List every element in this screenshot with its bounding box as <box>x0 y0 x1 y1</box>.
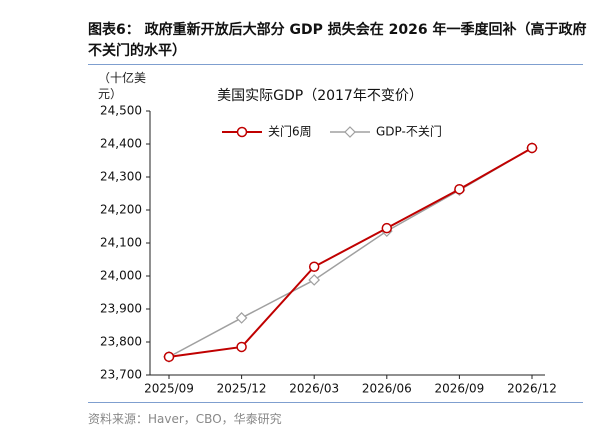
point <box>236 341 247 353</box>
y-tick-label: 24,300 <box>100 170 142 184</box>
x-tick-label: 2026/12 <box>507 382 557 396</box>
y-tick-label: 24,000 <box>100 269 142 283</box>
y-tick-label: 24,400 <box>100 137 142 151</box>
legend-label: 关门6周 <box>268 124 312 139</box>
legend-marker <box>236 126 248 138</box>
series-line <box>168 147 533 358</box>
point <box>235 312 248 324</box>
point <box>381 222 393 234</box>
divider <box>88 64 583 65</box>
chart-title: 美国实际GDP（2017年不变价） <box>217 88 423 104</box>
point <box>526 142 538 154</box>
y-tick-label: 24,200 <box>100 203 142 217</box>
x-tick-label: 2025/09 <box>144 382 194 396</box>
legend-marker <box>344 126 356 138</box>
point <box>308 274 321 286</box>
y-tick-label: 23,900 <box>100 302 142 316</box>
legend-label: GDP-不关门 <box>376 124 442 139</box>
y-tick-label: 24,100 <box>100 236 142 250</box>
document-title: 图表6： 政府重新开放后大部分 GDP 损失会在 2026 年一季度回补（高于政… <box>88 22 587 59</box>
source-note: 资料来源：Haver，CBO，华泰研究 <box>88 412 282 426</box>
x-tick-label: 2026/03 <box>289 382 339 396</box>
point <box>308 261 320 273</box>
x-tick-label: 2026/06 <box>362 382 412 396</box>
x-tick-label: 2025/12 <box>217 382 267 396</box>
y-tick-label: 23,800 <box>100 335 142 349</box>
divider <box>88 402 583 403</box>
y-tick-label: 23,700 <box>100 368 142 382</box>
y-tick-label: 24,500 <box>100 104 142 118</box>
point <box>454 183 465 195</box>
y-axis-unit: （十亿美元） <box>98 71 147 101</box>
point <box>163 351 175 363</box>
x-tick-label: 2026/09 <box>434 382 484 396</box>
